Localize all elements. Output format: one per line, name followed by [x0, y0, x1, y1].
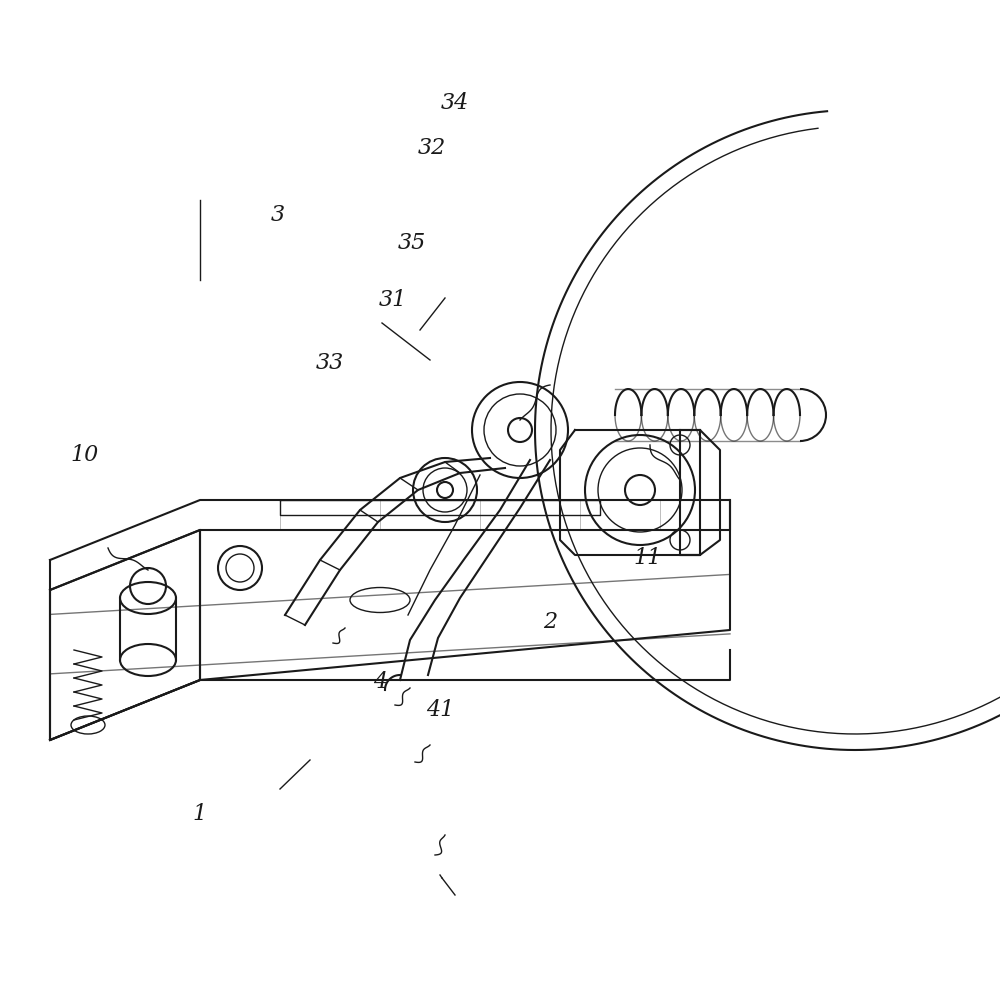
Text: 31: 31 [379, 289, 407, 311]
Text: 34: 34 [441, 92, 469, 114]
Text: 41: 41 [426, 699, 454, 721]
Text: 1: 1 [193, 803, 207, 825]
Text: 32: 32 [418, 137, 446, 159]
Text: 2: 2 [543, 611, 557, 633]
Text: 10: 10 [71, 444, 99, 466]
Text: 4: 4 [373, 671, 387, 693]
Text: 35: 35 [398, 232, 426, 254]
Text: 33: 33 [316, 352, 344, 374]
Text: 11: 11 [634, 547, 662, 569]
Text: 3: 3 [271, 204, 285, 226]
